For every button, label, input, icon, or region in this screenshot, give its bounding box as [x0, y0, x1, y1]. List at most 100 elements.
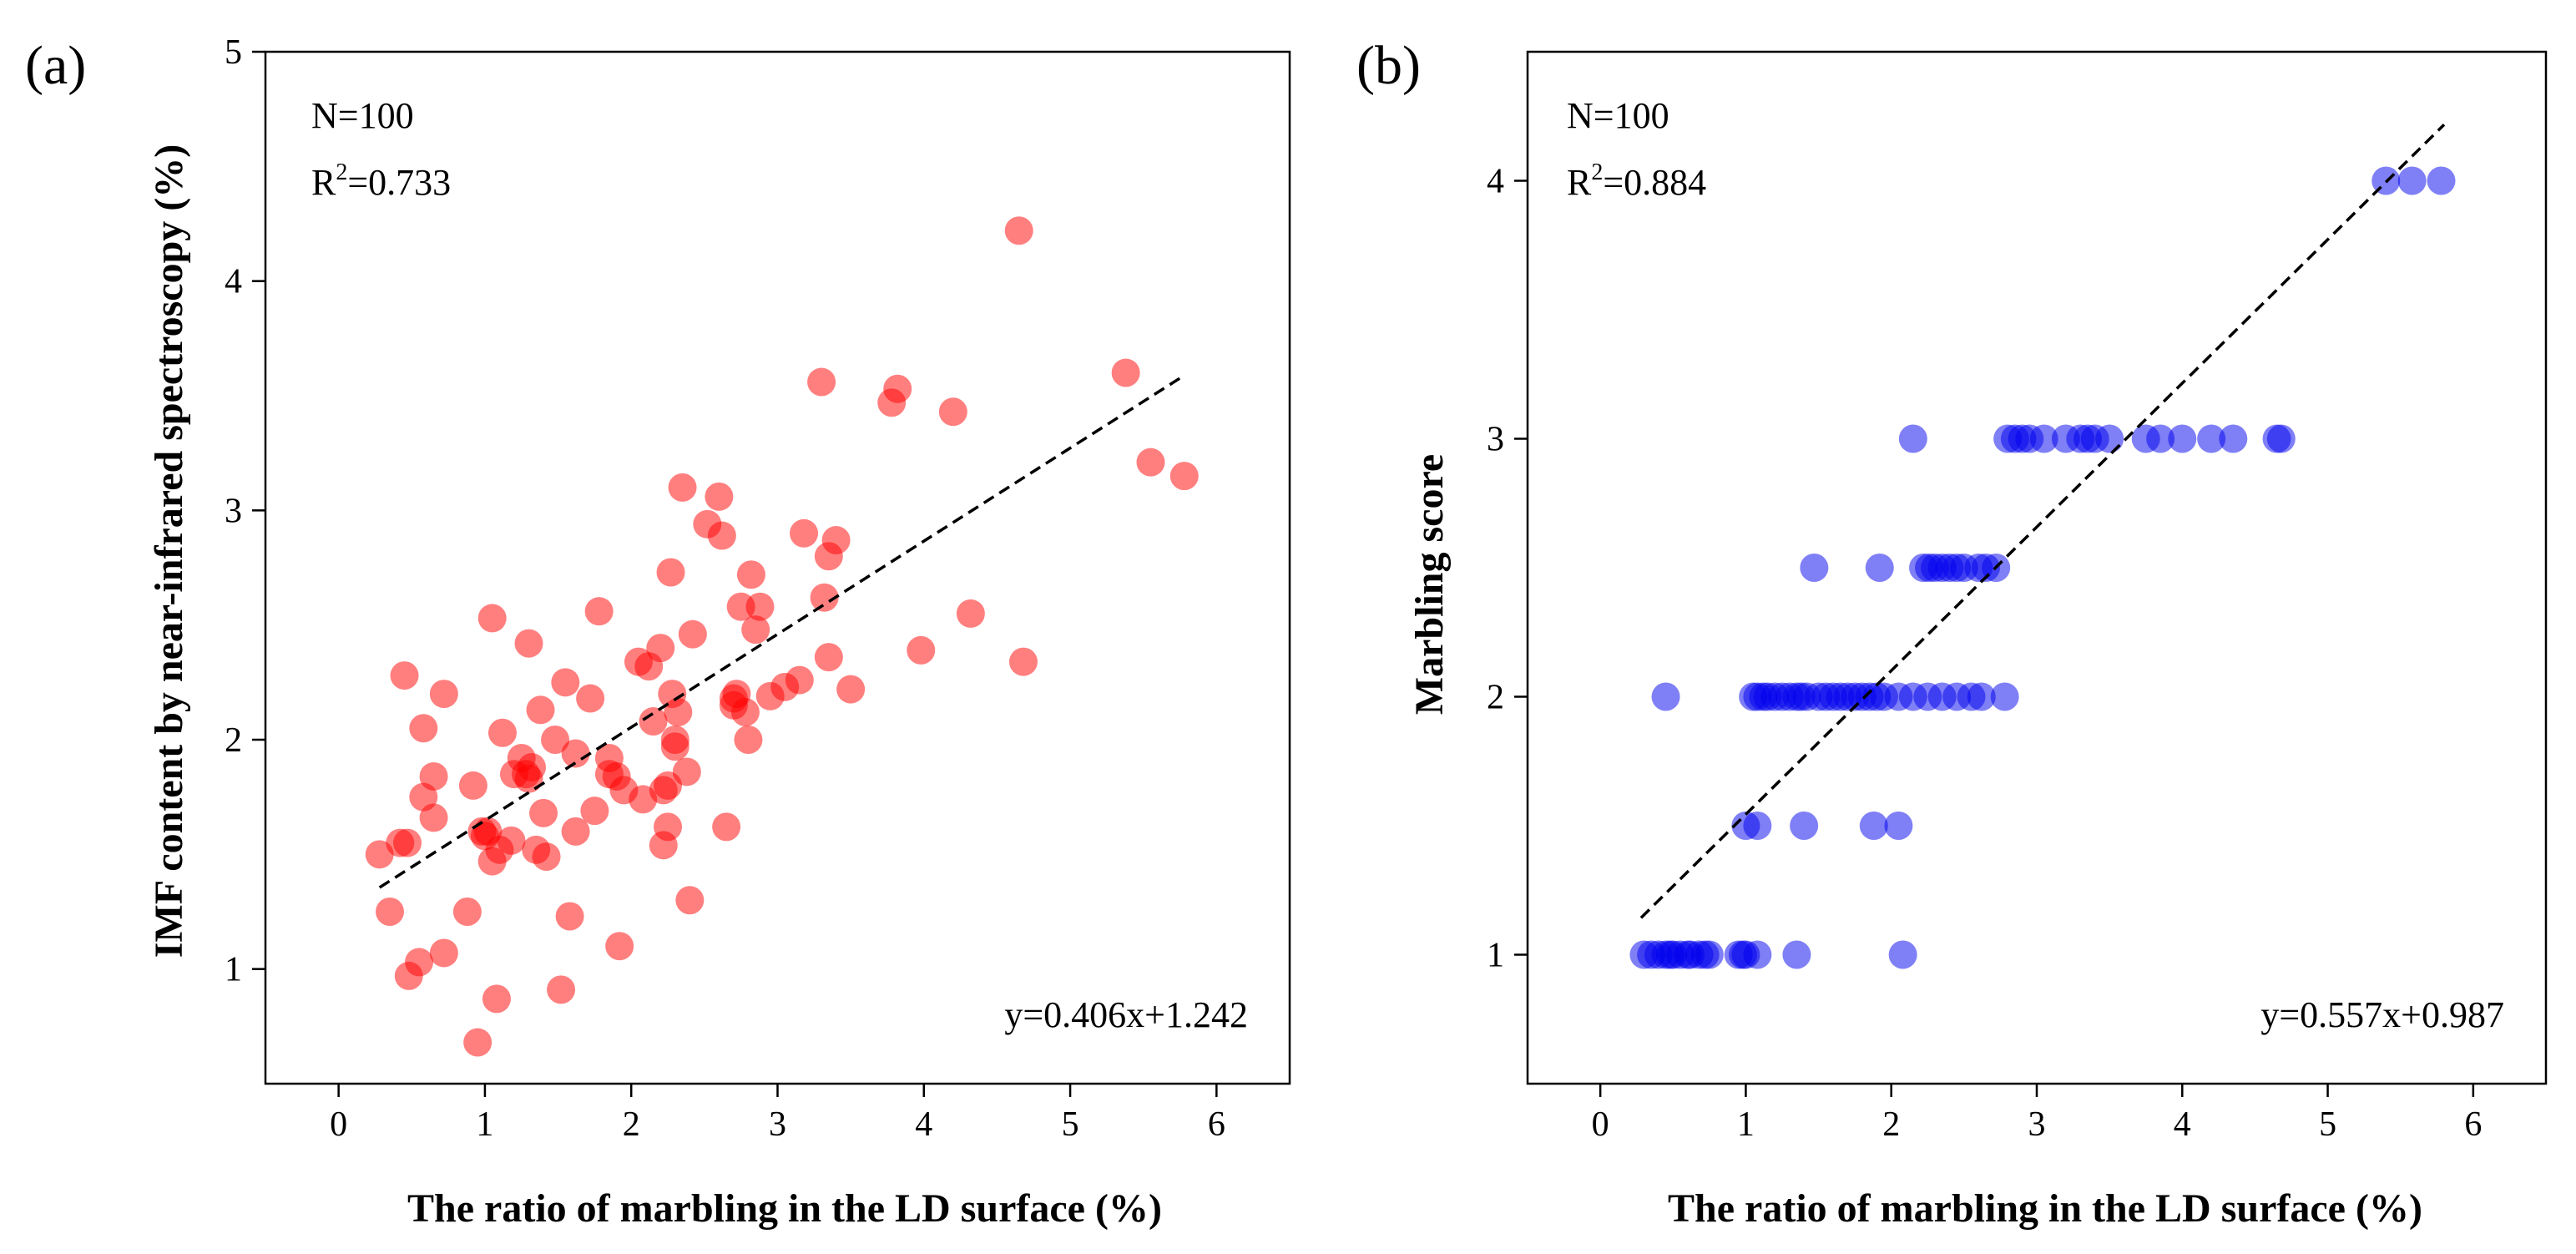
- panel-a-r2-prefix: R: [311, 162, 336, 203]
- panel-b-data-point: [1743, 812, 1772, 840]
- panel-a-data-point: [409, 714, 438, 743]
- panel-a-data-point: [790, 518, 819, 548]
- panel-a-data-point: [646, 634, 675, 663]
- panel-a-data-point: [482, 984, 511, 1014]
- panel-a-data-point: [514, 629, 543, 658]
- panel-a-data-point: [675, 886, 705, 915]
- panel-b-y-tick-label: 1: [1487, 937, 1504, 975]
- panel-a-data-point: [656, 558, 685, 587]
- panel-a-data-point: [785, 665, 814, 695]
- panel-a-data-point: [1169, 462, 1199, 491]
- panel-a-plot-area: 0 1 2 3 4 5 6 1 2 3 4 5: [225, 33, 1291, 1144]
- panel-a-y-tick-label: 2: [225, 721, 242, 760]
- panel-a-data-point: [736, 560, 765, 589]
- panel-b-data-point: [1743, 940, 1772, 969]
- panel-a-y-tick-label: 5: [225, 33, 242, 72]
- panel-b-x-tick-label: 1: [1737, 1105, 1755, 1144]
- panel-a-data-point: [541, 726, 570, 754]
- panel-b-r2-label: R2=0.884: [1567, 159, 1706, 203]
- panel-b-x-tick-label: 0: [1592, 1105, 1609, 1144]
- panel-a-data-point: [580, 796, 609, 826]
- panel-a-data-point: [836, 675, 866, 704]
- panel-a-data-point: [654, 771, 683, 800]
- panel-a-data-point: [1004, 216, 1033, 245]
- panel-a-data-point: [1136, 447, 1165, 477]
- panel-b-data-point: [1967, 682, 1996, 711]
- panel-b-r2-value: =0.884: [1603, 162, 1706, 203]
- panel-a-data-point: [375, 898, 404, 926]
- panel-b-data-point: [2197, 424, 2226, 453]
- panel-b-data-point: [2266, 424, 2296, 453]
- panel-a-data-point: [584, 597, 614, 626]
- panel-a-data-point: [555, 902, 584, 931]
- panel-a-data-point: [745, 592, 775, 621]
- panel-a-data-point: [668, 473, 697, 502]
- panel-a-x-tick-label: 1: [476, 1105, 493, 1144]
- panel-b-data-point: [1800, 554, 1829, 582]
- panel-a-data-point: [477, 604, 507, 633]
- panel-b-data-point: [1898, 424, 1927, 453]
- panel-a-data-point: [594, 760, 624, 789]
- panel-b-data-point: [1888, 940, 1917, 969]
- panel-a-data-point: [807, 367, 836, 397]
- panel-b-regression-line: [1639, 124, 2446, 919]
- panel-a-data-point: [405, 948, 434, 977]
- panel-b-r2-sup: 2: [1591, 159, 1603, 185]
- panel-b-label: (b): [1356, 35, 1421, 96]
- panel-a-data-point: [741, 615, 770, 645]
- panel-a-data-point: [419, 803, 448, 832]
- panel-b-data-point: [2095, 424, 2124, 453]
- panel-b-data-point: [1782, 940, 1811, 969]
- panel-b-data-point: [1884, 812, 1913, 840]
- panel-a-y-axis-title: IMF content by near-infrared spectroscop…: [147, 144, 191, 958]
- panel-a-x-tick-label: 3: [769, 1105, 786, 1144]
- panel-a-data-point: [1008, 647, 1038, 676]
- panel-b-data-point: [2029, 424, 2058, 453]
- panel-a-data-point: [639, 707, 668, 736]
- panel-a-data-point: [532, 842, 561, 872]
- panel-b-y-tick-label: 3: [1487, 421, 1504, 459]
- panel-b-data-point: [2397, 166, 2427, 195]
- panel-a-data-point: [734, 726, 763, 754]
- panel-b-y-tick-label: 4: [1487, 163, 1504, 201]
- panel-a-data-point: [907, 635, 936, 665]
- panel-a-data-point: [429, 938, 458, 968]
- panel-a-n-label: N=100: [311, 95, 414, 136]
- panel-a-x-tick-label: 2: [623, 1105, 640, 1144]
- panel-a-y-tick-label: 4: [225, 263, 242, 301]
- panel-a-data-point: [390, 661, 419, 690]
- panel-a-data-point: [821, 526, 851, 555]
- panel-b-data-point: [2146, 424, 2175, 453]
- panel-a-data-point: [463, 1028, 492, 1057]
- panel-a-regression-line: [378, 374, 1185, 889]
- panel-a-data-point: [561, 739, 590, 768]
- panel-a-data-point: [654, 812, 683, 842]
- panel-b-x-tick-label: 5: [2319, 1105, 2336, 1144]
- panel-b-equation: y=0.557x+0.987: [2260, 994, 2504, 1035]
- panel-a-data-point: [938, 397, 967, 427]
- panel-a-data-point: [393, 828, 422, 857]
- panel-a-data-point: [419, 761, 448, 791]
- panel-a-equation: y=0.406x+1.242: [1004, 994, 1248, 1035]
- panel-b-data-point: [1651, 682, 1680, 711]
- panel-b-x-tick-label: 6: [2464, 1105, 2482, 1144]
- panel-a-data-point: [660, 732, 689, 761]
- panel-a-y-tick-label: 3: [225, 492, 242, 530]
- panel-b-data-point: [1865, 554, 1894, 582]
- panel-a-data-point: [547, 975, 576, 1004]
- panel-b-data-point: [1695, 940, 1724, 969]
- panel-a-data-point: [678, 619, 707, 649]
- panel-a-data-point: [814, 643, 843, 672]
- panel-b-data-point: [2427, 166, 2456, 195]
- panel-a-data-point: [705, 482, 734, 511]
- panel-b-data-point: [1790, 812, 1819, 840]
- panel-a-label: (a): [25, 35, 86, 96]
- panel-a-data-point: [605, 932, 634, 961]
- panel-b-data-point: [2219, 424, 2248, 453]
- panel-b-plot-area: 0 1 2 3 4 5 6 1 2 3 4: [1487, 50, 2548, 1144]
- panel-b-data-point: [2168, 424, 2197, 453]
- panel-a-data-point: [458, 771, 487, 800]
- panel-b-x-tick-label: 4: [2174, 1105, 2191, 1144]
